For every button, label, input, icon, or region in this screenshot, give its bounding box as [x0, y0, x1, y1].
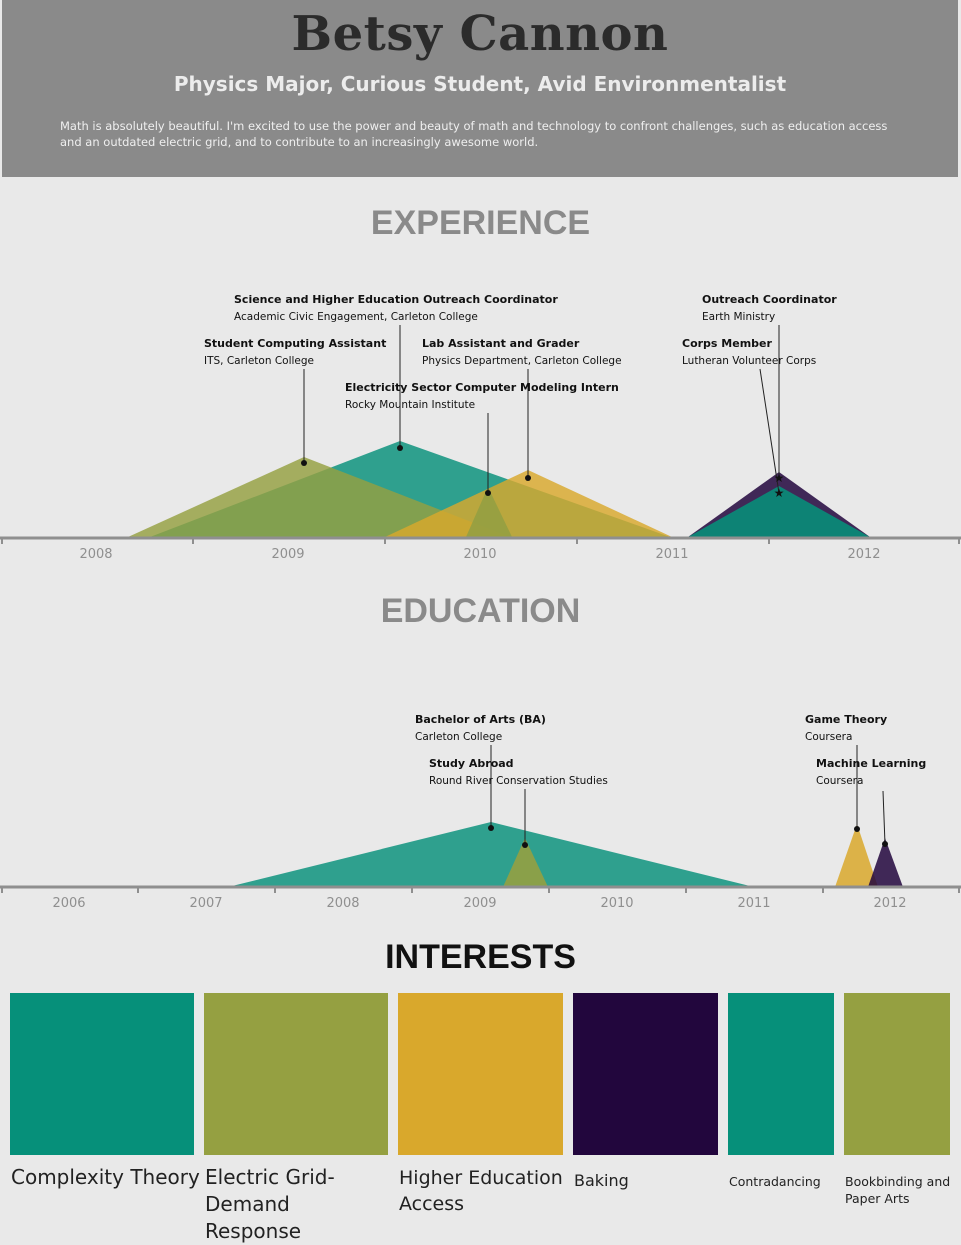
exp-peak-corps-member [688, 486, 870, 537]
education-timeline: Bachelor of Arts (BA) Carleton College S… [0, 713, 961, 911]
edu-org-1: Carleton College [415, 731, 502, 743]
marker-dot [522, 842, 528, 848]
edu-org-2: Round River Conservation Studies [429, 775, 608, 787]
edu-org-4: Coursera [816, 775, 863, 787]
interest-tile-baking [573, 993, 718, 1155]
interest-tile-complexity [10, 993, 194, 1155]
exp-org-6: Lutheran Volunteer Corps [682, 355, 816, 367]
interest-tile-contradancing [728, 993, 834, 1155]
education-title: EDUCATION [380, 592, 581, 630]
marker-dot [854, 826, 860, 832]
exp-year-label: 2008 [79, 547, 112, 562]
exp-title-3: Lab Assistant and Grader [422, 337, 580, 350]
header-banner: Betsy Cannon Physics Major, Curious Stud… [2, 0, 958, 177]
exp-year-label: 2009 [271, 547, 304, 562]
exp-title-5: Outreach Coordinator [702, 293, 837, 306]
exp-peak-student-computing [128, 457, 510, 537]
exp-year-label: 2010 [463, 547, 496, 562]
interest-label: Bookbinding and Paper Arts [845, 1174, 951, 1206]
exp-org-2: ITS, Carleton College [204, 355, 314, 367]
edu-title-3: Game Theory [805, 713, 887, 726]
tagline: Physics Major, Curious Student, Avid Env… [173, 72, 787, 96]
experience-timeline: ★ ★ Science and Higher Education Outreac… [0, 293, 961, 562]
interests-title: INTERESTS [385, 938, 576, 976]
exp-org-5: Earth Ministry [702, 311, 775, 323]
edu-org-3: Coursera [805, 731, 852, 743]
marker-dot [301, 460, 307, 466]
interest-tile-bookbinding [844, 993, 950, 1155]
exp-title-2: Student Computing Assistant [204, 337, 386, 350]
edu-year-label: 2007 [189, 896, 222, 911]
interest-tile-electric-grid [204, 993, 388, 1155]
edu-year-label: 2012 [873, 896, 906, 911]
interest-label: Baking [574, 1171, 629, 1190]
marker-dot [485, 490, 491, 496]
edu-year-label: 2009 [463, 896, 496, 911]
edu-year-label: 2011 [737, 896, 770, 911]
marker-dot [397, 445, 403, 451]
exp-year-label: 2012 [847, 547, 880, 562]
exp-title-1: Science and Higher Education Outreach Co… [234, 293, 558, 306]
edu-title-4: Machine Learning [816, 757, 926, 770]
edu-peak-game-theory [835, 824, 878, 887]
edu-peak-study-abroad [503, 838, 548, 887]
interest-label: Contradancing [729, 1174, 821, 1189]
marker-star: ★ [774, 486, 785, 500]
edu-year-label: 2006 [52, 896, 85, 911]
experience-title: EXPERIENCE [370, 204, 591, 242]
exp-title-6: Corps Member [682, 337, 773, 350]
exp-org-1: Academic Civic Engagement, Carleton Coll… [234, 311, 478, 323]
interest-label: Electric Grid- Demand Response [205, 1165, 335, 1243]
exp-org-3: Physics Department, Carleton College [422, 355, 622, 367]
bio-text: Math is absolutely beautiful. I'm excite… [60, 119, 888, 149]
exp-title-4: Electricity Sector Computer Modeling Int… [345, 381, 619, 394]
interest-tile-higher-ed [398, 993, 563, 1155]
edu-year-label: 2010 [600, 896, 633, 911]
interest-label: Complexity Theory [11, 1165, 200, 1189]
edu-peak-machine-learning [868, 838, 903, 887]
edu-peak-bachelor [228, 822, 754, 887]
edu-title-1: Bachelor of Arts (BA) [415, 713, 546, 726]
marker-dot [882, 841, 888, 847]
edu-title-2: Study Abroad [429, 757, 514, 770]
marker-dot [488, 825, 494, 831]
exp-peak-lab-assistant [385, 470, 672, 537]
marker-star: ★ [774, 471, 785, 485]
interest-label: Higher Education Access [399, 1167, 563, 1215]
edu-year-label: 2008 [326, 896, 359, 911]
marker-dot [525, 475, 531, 481]
person-name: Betsy Cannon [291, 6, 669, 62]
exp-org-4: Rocky Mountain Institute [345, 399, 475, 411]
exp-peak-computer-modeling [466, 487, 512, 537]
exp-year-label: 2011 [655, 547, 688, 562]
